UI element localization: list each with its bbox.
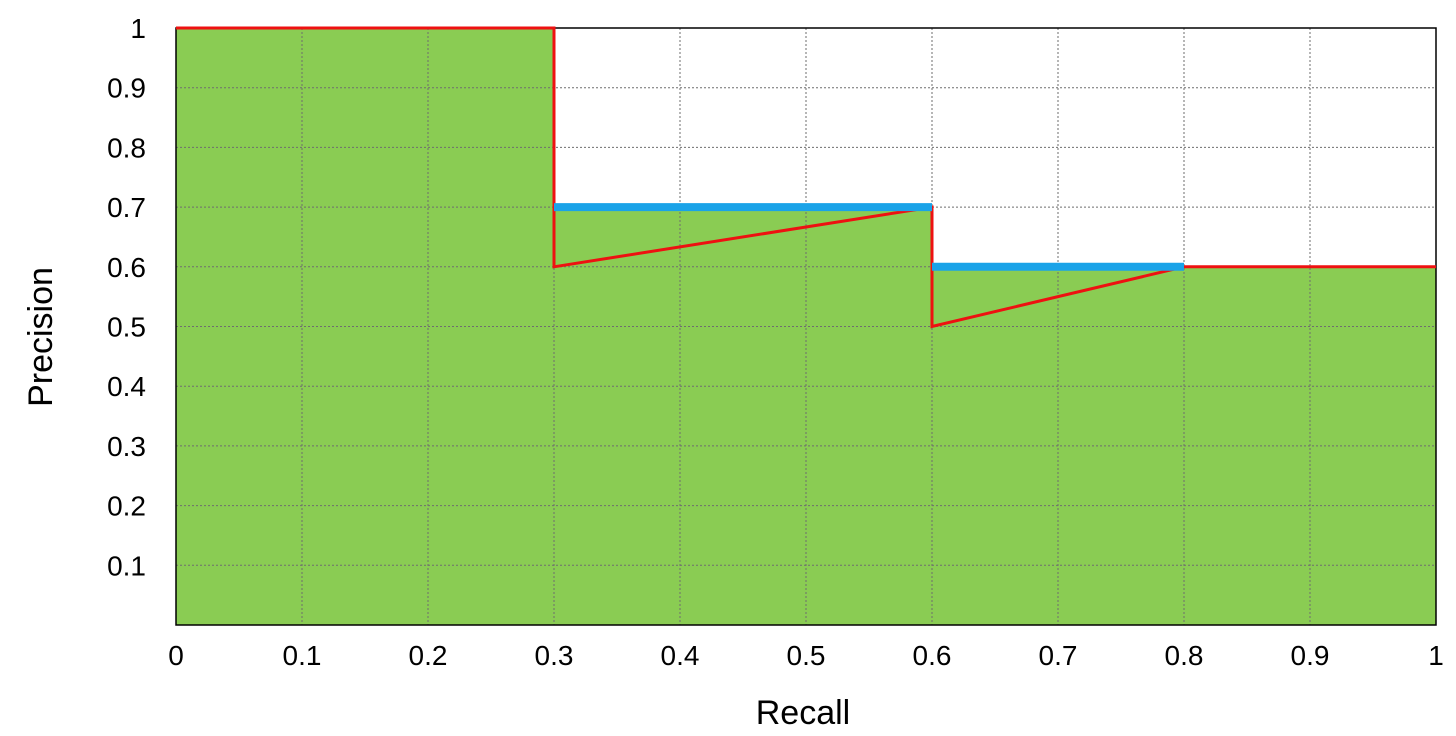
y-tick-label: 0.6 — [107, 252, 146, 283]
x-tick-label: 0.4 — [661, 640, 700, 671]
y-tick-label: 0.2 — [107, 491, 146, 522]
y-tick-label: 1 — [130, 13, 146, 44]
x-tick-label: 0.5 — [787, 640, 826, 671]
x-tick-label: 0.2 — [409, 640, 448, 671]
y-tick-label: 0.8 — [107, 132, 146, 163]
y-tick-label: 0.9 — [107, 73, 146, 104]
plot-frame — [175, 27, 1437, 626]
y-tick-label: 0.3 — [107, 431, 146, 462]
y-tick-label: 0.1 — [107, 550, 146, 581]
y-tick-label: 0.5 — [107, 312, 146, 343]
x-tick-label: 0.7 — [1039, 640, 1078, 671]
x-axis-title: Recall — [756, 694, 850, 732]
axis-layer — [175, 27, 1437, 626]
x-tick-labels: 0 0.1 0.2 0.3 0.4 0.5 0.6 0.7 0.8 0.9 1 — [168, 640, 1444, 671]
x-tick-label: 1 — [1428, 640, 1444, 671]
x-tick-label: 0.9 — [1291, 640, 1330, 671]
interpolated-segment-layer — [554, 203, 1184, 271]
x-tick-label: 0.1 — [283, 640, 322, 671]
x-tick-label: 0.3 — [535, 640, 574, 671]
x-tick-label: 0.6 — [913, 640, 952, 671]
x-tick-label: 0 — [168, 640, 184, 671]
y-axis-title: Precision — [22, 267, 60, 407]
x-tick-label: 0.8 — [1165, 640, 1204, 671]
y-tick-labels: 0.1 0.2 0.3 0.4 0.5 0.6 0.7 0.8 0.9 1 — [107, 13, 146, 581]
y-tick-label: 0.7 — [107, 192, 146, 223]
y-tick-label: 0.4 — [107, 371, 146, 402]
